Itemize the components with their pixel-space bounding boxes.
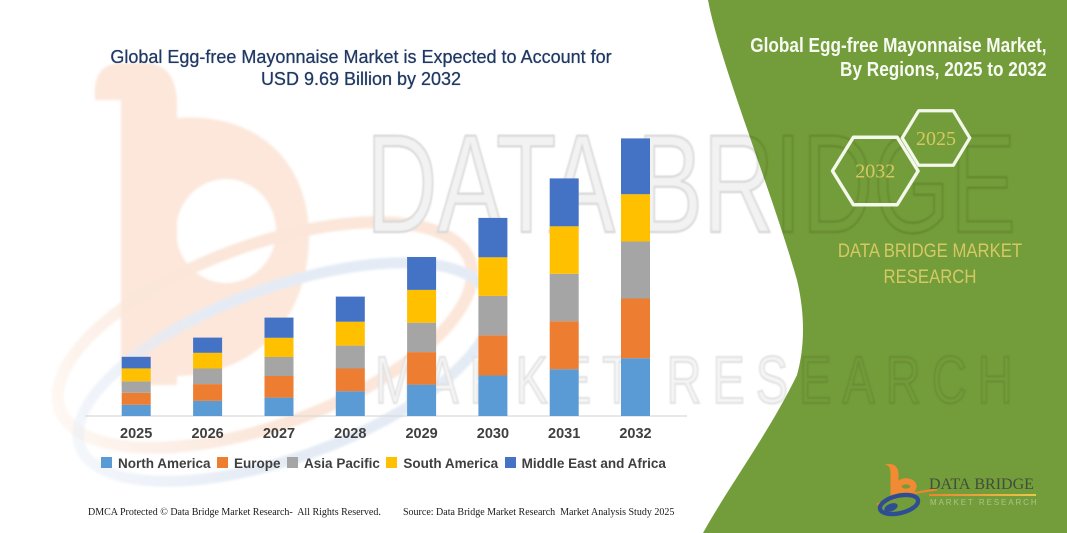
svg-text:2032: 2032 — [855, 161, 895, 183]
svg-text:2025: 2025 — [916, 128, 956, 150]
svg-text:MARKET RESEARCH: MARKET RESEARCH — [375, 343, 1024, 418]
